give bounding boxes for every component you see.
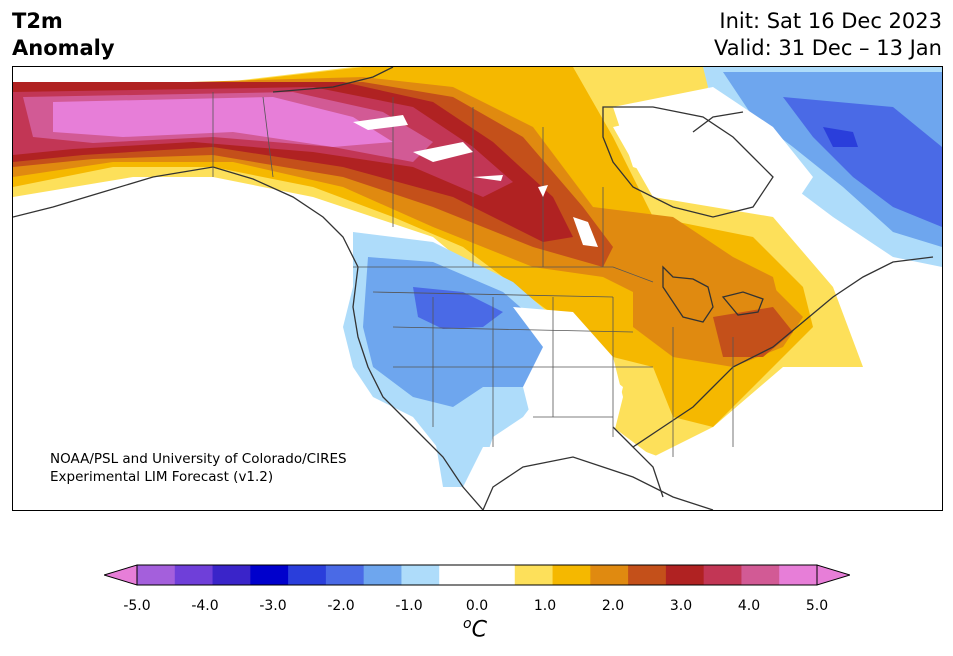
valid-range: Valid: 31 Dec – 13 Jan <box>713 36 942 60</box>
political-borders <box>212 92 734 457</box>
title-line-1: T2m <box>12 9 63 33</box>
colorbar-segment <box>174 565 214 585</box>
colorbar-segment <box>439 565 478 585</box>
map-canvas <box>13 67 942 510</box>
colorbar-extend-low <box>104 564 138 586</box>
colorbar-extend-high <box>816 564 850 586</box>
colorbar-tick-label: -4.0 <box>191 598 219 614</box>
colorbar-tick-label: 5.0 <box>805 598 829 614</box>
colorbar-segment <box>212 565 251 585</box>
anomaly-map: NOAA/PSL and University of Colorado/CIRE… <box>12 66 943 511</box>
neutral-hudson-bay <box>613 87 813 207</box>
colorbar-outline <box>136 564 818 586</box>
colorbar-segment <box>665 565 705 585</box>
colorbar-segment <box>514 565 554 585</box>
colorbar-segment <box>703 565 742 585</box>
colorbar-segment <box>477 565 516 585</box>
title-line-2: Anomaly <box>12 36 115 60</box>
colorbar-unit-label: oC <box>463 616 487 642</box>
colorbar-tick-label: 3.0 <box>669 598 693 614</box>
neutral-plains <box>513 307 623 447</box>
cool-navy-east <box>823 127 858 147</box>
credit-line-2: Experimental LIM Forecast (v1.2) <box>50 469 274 485</box>
unit-letter: C <box>471 617 487 643</box>
unit-degree-symbol: o <box>463 616 472 632</box>
colorbar-tick-label: 4.0 <box>737 598 761 614</box>
colorbar-tick-label: -1.0 <box>395 598 423 614</box>
lakes <box>353 115 598 247</box>
colorbar <box>104 564 850 586</box>
colorbar-segment <box>325 565 365 585</box>
map-credit: NOAA/PSL and University of Colorado/CIRE… <box>50 450 347 486</box>
colorbar-segment <box>628 565 667 585</box>
forecast-dates: Init: Sat 16 Dec 2023 Valid: 31 Dec – 13… <box>714 8 942 62</box>
colorbar-tick-label: -5.0 <box>123 598 151 614</box>
colorbar-segment <box>288 565 327 585</box>
colorbar-segment <box>363 565 402 585</box>
colorbar-tick-label: -2.0 <box>327 598 355 614</box>
colorbar-tick-label: -3.0 <box>259 598 287 614</box>
colorbar-tick-labels: -5.0 -4.0 -3.0 -2.0 -1.0 0.0 1.0 2.0 3.0 4.0 5.0 <box>0 598 953 618</box>
colorbar-segment <box>250 565 289 585</box>
init-date: Init: Sat 16 Dec 2023 <box>719 9 942 33</box>
colorbar-tick-label: 2.0 <box>601 598 625 614</box>
colorbar-tick-label: 1.0 <box>533 598 557 614</box>
colorbar-segment <box>590 565 629 585</box>
colorbar-segment <box>779 565 818 585</box>
coastlines <box>13 67 934 510</box>
colorbar-segment <box>137 565 176 585</box>
colorbar-segment <box>401 565 440 585</box>
credit-line-1: NOAA/PSL and University of Colorado/CIRE… <box>50 451 347 467</box>
neutral-mexico <box>463 447 773 510</box>
cool-deepblue-west <box>413 287 503 329</box>
colorbar-segments <box>137 565 818 585</box>
colorbar-segment <box>552 565 591 585</box>
cool-deepblue-east <box>783 97 942 227</box>
colorbar-segment <box>741 565 780 585</box>
map-title: T2m Anomaly <box>12 8 115 62</box>
warm-magenta-region <box>53 97 393 147</box>
colorbar-tick-label: 0.0 <box>465 598 489 614</box>
